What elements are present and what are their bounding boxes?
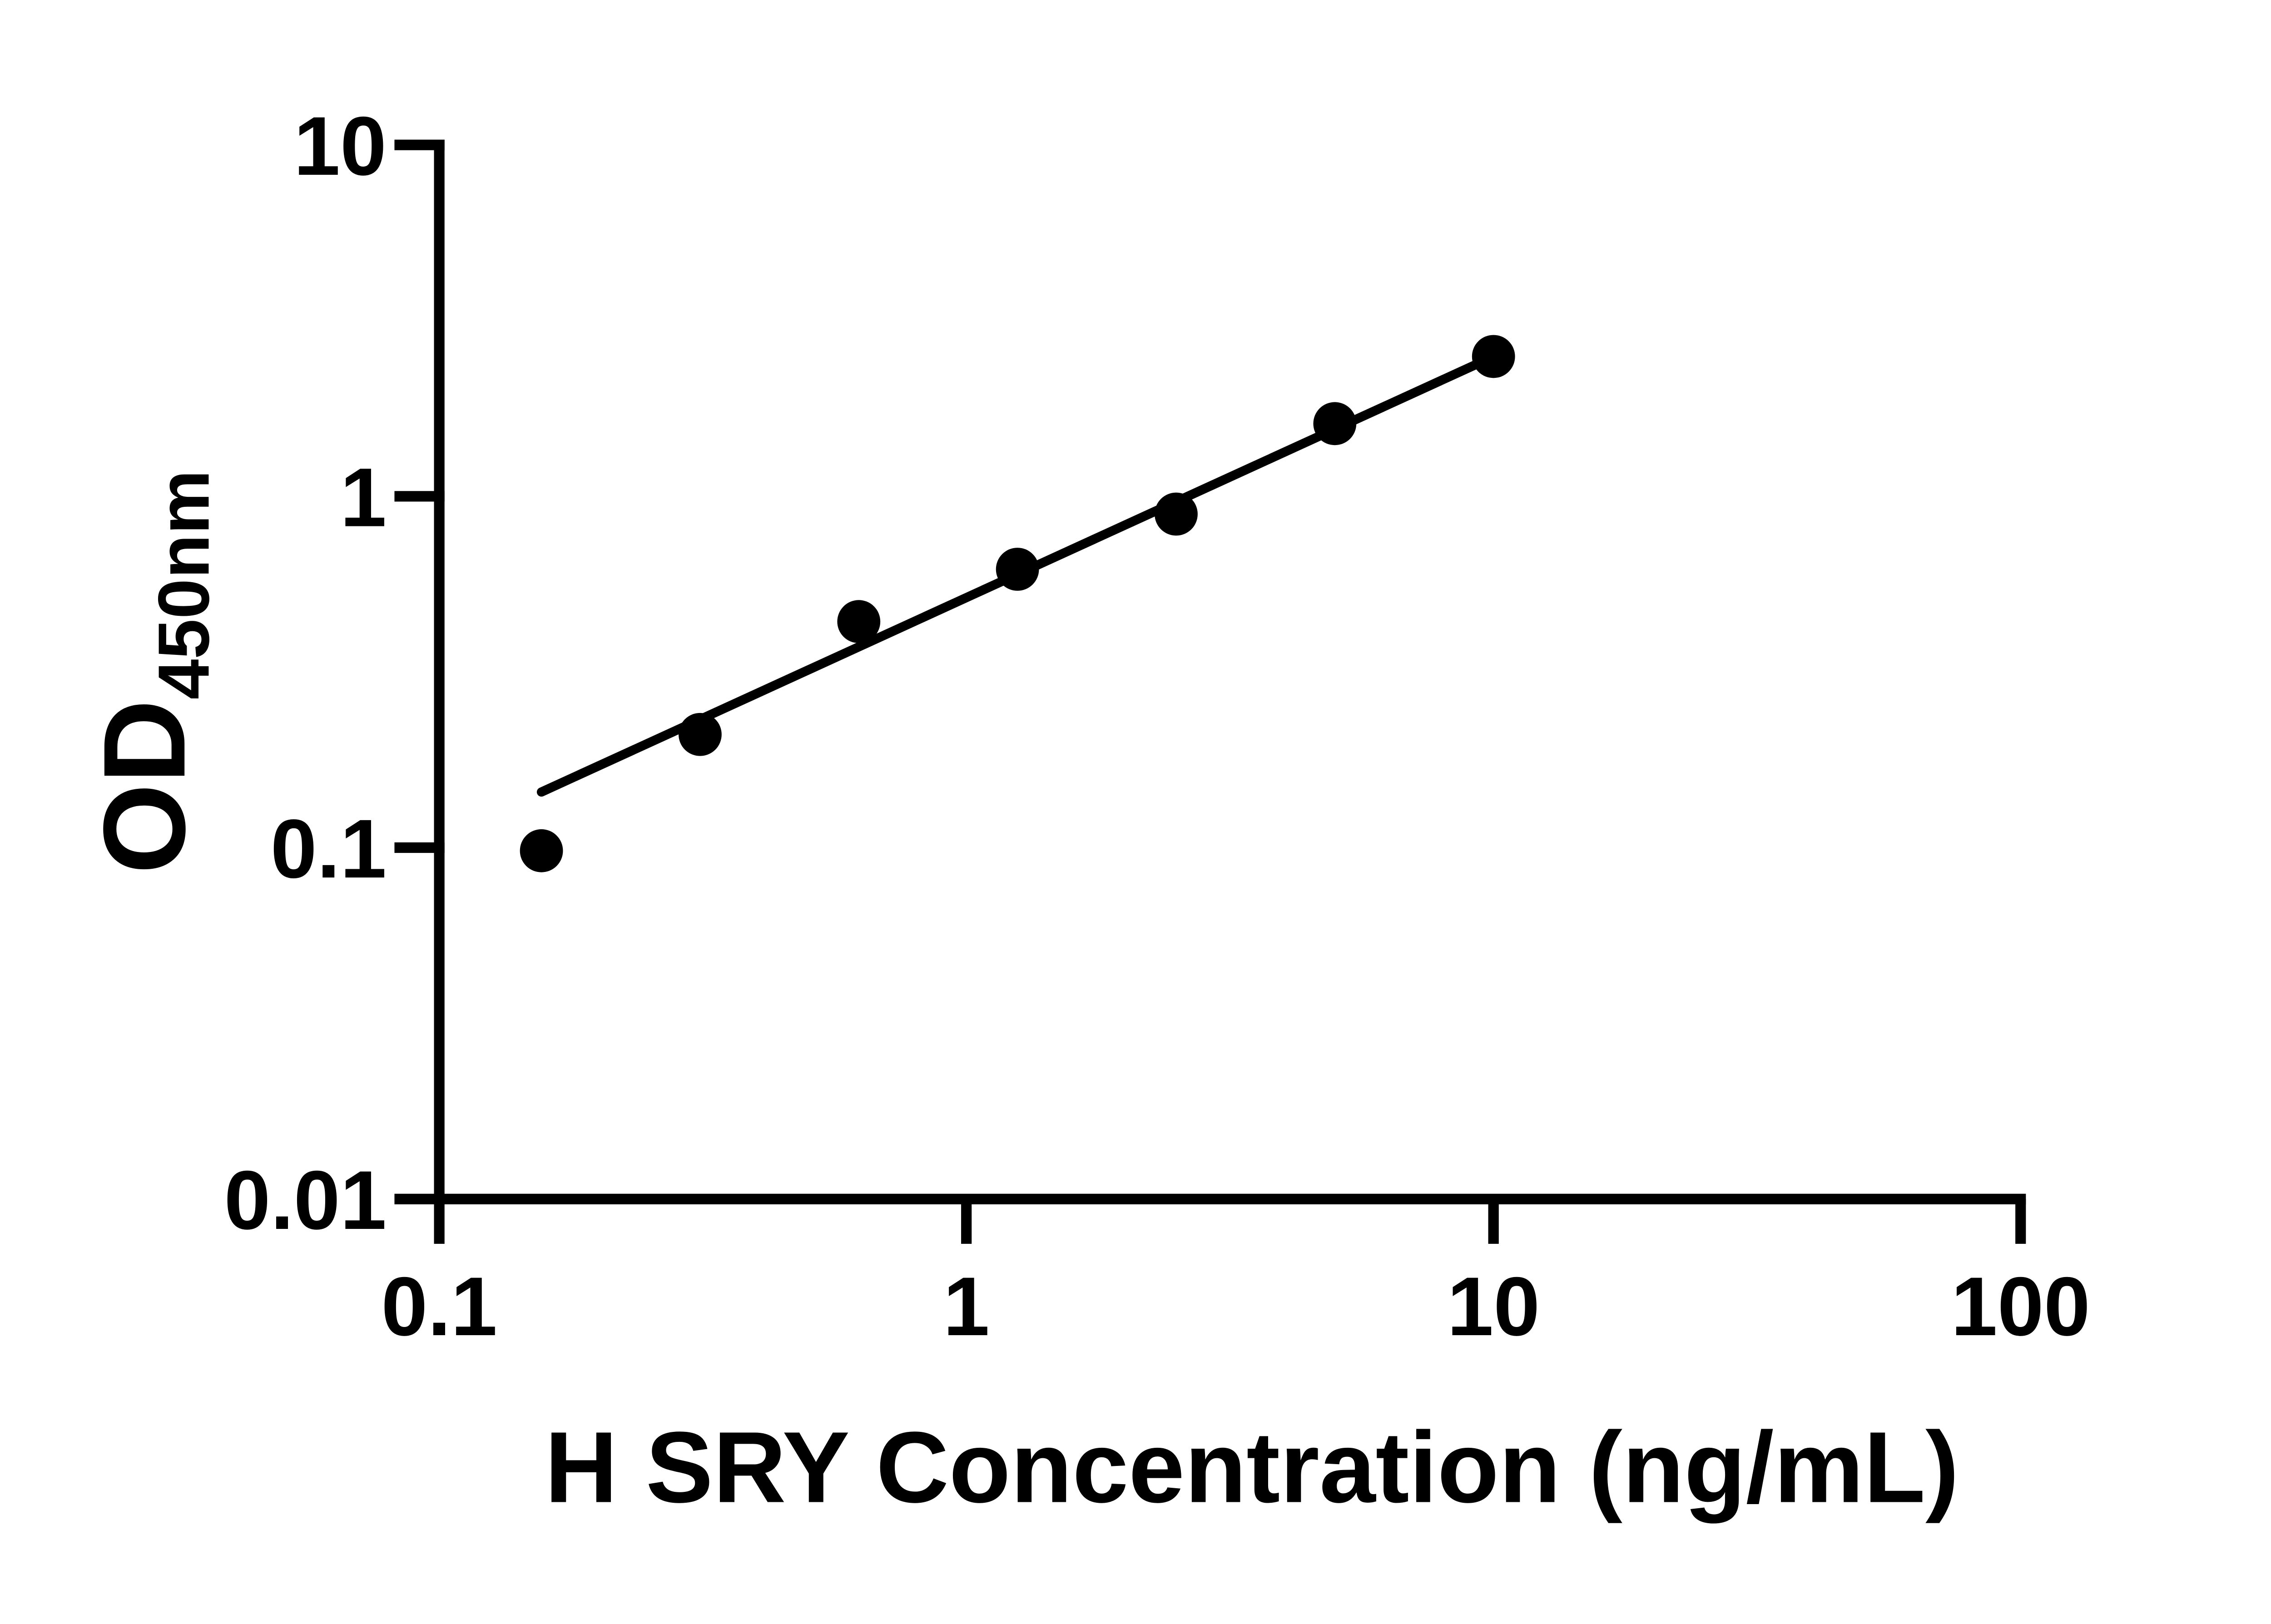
x-tick-label: 1	[943, 1260, 990, 1353]
chart-canvas: 0.01 0.1 1 10 0.1 1 10 100 H SRY Concentration …	[79, 99, 2090, 1524]
x-tick-label: 100	[1951, 1260, 2090, 1353]
data-point	[1472, 335, 1515, 378]
elisa-standard-curve-figure: 0.01 0.1 1 10 0.1 1 10 100 H SRY Concentration …	[79, 99, 2091, 1524]
x-axis-title: H SRY Concentration (ng/mL)	[545, 1411, 1959, 1524]
plot-area: 0.01 0.1 1 10 0.1 1 10 100	[224, 99, 2090, 1353]
y-tick-label: 0.1	[271, 802, 387, 895]
y-tick-label: 1	[340, 451, 387, 544]
data-point	[679, 713, 722, 756]
data-point	[837, 600, 881, 644]
data-point	[996, 548, 1039, 591]
y-axis-title-main: OD	[79, 699, 209, 874]
x-tick-label: 0.1	[381, 1260, 497, 1353]
data-point	[1155, 492, 1198, 536]
y-tick-label: 0.01	[224, 1154, 387, 1247]
data-point	[520, 829, 563, 872]
y-axis-title: OD450nm	[79, 470, 224, 874]
y-tick-label: 10	[294, 99, 387, 193]
x-tick-label: 10	[1447, 1260, 1540, 1353]
data-point	[1313, 402, 1357, 446]
y-axis-title-sub: 450nm	[143, 470, 224, 700]
